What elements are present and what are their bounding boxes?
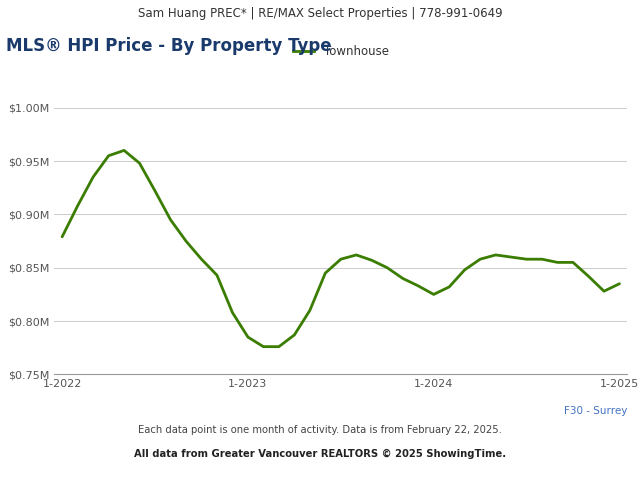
Text: Each data point is one month of activity. Data is from February 22, 2025.: Each data point is one month of activity…: [138, 425, 502, 435]
Text: MLS® HPI Price - By Property Type: MLS® HPI Price - By Property Type: [6, 37, 332, 55]
Text: All data from Greater Vancouver REALTORS © 2025 ShowingTime.: All data from Greater Vancouver REALTORS…: [134, 449, 506, 459]
Text: Sam Huang PREC* | RE/MAX Select Properties | 778-991-0649: Sam Huang PREC* | RE/MAX Select Properti…: [138, 7, 502, 20]
Legend: Townhouse: Townhouse: [288, 40, 394, 63]
Text: F30 - Surrey: F30 - Surrey: [564, 406, 627, 416]
